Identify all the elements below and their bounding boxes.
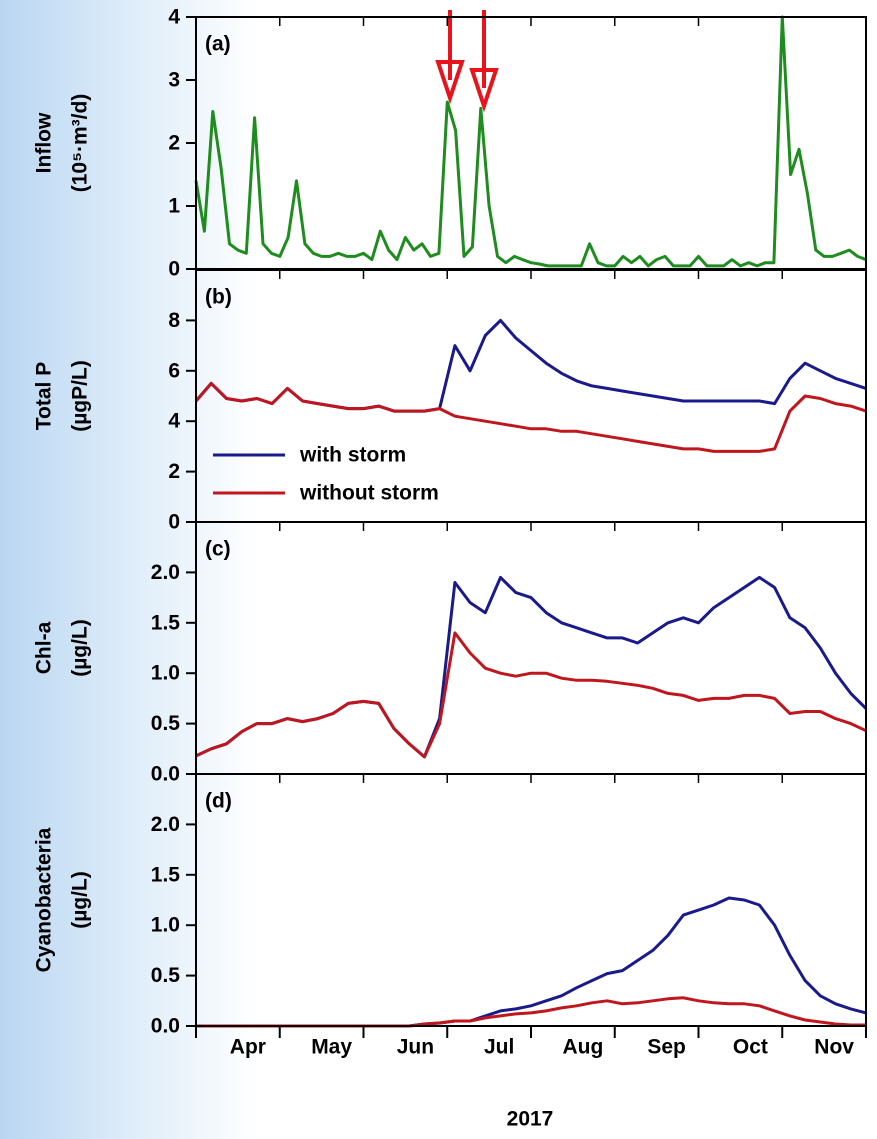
data-line: [196, 996, 866, 1028]
plot-frame: [195, 773, 867, 1027]
y-axis-label: (µgP/L): [69, 360, 92, 432]
x-tick-label: May: [311, 1036, 352, 1059]
y-tick-label: 0.0: [151, 1015, 180, 1038]
arrows: [435, 10, 499, 113]
plot-frame: [195, 16, 867, 270]
x-tick-label: Jun: [397, 1036, 434, 1059]
y-tick-label: 0: [168, 511, 180, 534]
y-tick-label: 2.0: [151, 813, 180, 836]
y-tick-label: 1.5: [151, 863, 181, 886]
y-tick-label: 0.5: [151, 712, 181, 735]
panel-label: (a): [205, 33, 231, 56]
y-axis-label: (µg/L): [69, 619, 92, 677]
data-line: [195, 631, 867, 759]
y-axis-label: Total P: [33, 362, 56, 430]
y-tick-label: 0: [168, 258, 180, 281]
data-line: [195, 575, 868, 759]
x-tick-label: Apr: [230, 1036, 266, 1059]
y-tick-label: 0.0: [151, 763, 180, 786]
y-tick-label: 1.0: [151, 662, 180, 685]
legend-label: without storm: [299, 482, 439, 505]
panel-label: (c): [205, 538, 231, 561]
y-tick-label: 2: [168, 460, 180, 483]
y-tick-label: 1: [168, 195, 180, 218]
x-axis-label: 2017: [507, 1108, 554, 1131]
y-axis-label: Cyanobacteria: [33, 827, 56, 972]
y-tick-label: 4: [168, 410, 180, 433]
panel-label: (d): [205, 790, 232, 813]
y-tick-label: 8: [168, 309, 180, 332]
y-tick-label: 1.5: [151, 611, 181, 634]
y-tick-label: 6: [168, 359, 180, 382]
data-line: [194, 381, 867, 453]
y-tick-label: 2.0: [151, 561, 180, 584]
y-tick-label: 2: [168, 132, 180, 155]
panel-label: (b): [205, 286, 232, 309]
x-tick-label: Oct: [733, 1036, 768, 1059]
y-tick-label: 0.5: [151, 964, 181, 987]
y-tick-label: 1.0: [151, 914, 180, 937]
plot-frame: [195, 521, 867, 775]
x-tick-label: Aug: [562, 1036, 603, 1059]
legend-label: with storm: [299, 444, 406, 467]
x-tick-label: Nov: [814, 1036, 854, 1059]
x-tick-label: Jul: [484, 1036, 514, 1059]
y-axis-label: (µg/L): [69, 871, 92, 929]
x-tick-label: Sep: [647, 1036, 686, 1059]
y-axis-label: (10⁵·m³/d): [69, 94, 92, 193]
y-tick-label: 4: [168, 6, 180, 29]
y-tick-label: 3: [168, 69, 180, 92]
data-line: [194, 15, 867, 268]
y-axis-label: Chl-a: [33, 621, 56, 674]
y-axis-label: Inflow: [33, 112, 56, 173]
